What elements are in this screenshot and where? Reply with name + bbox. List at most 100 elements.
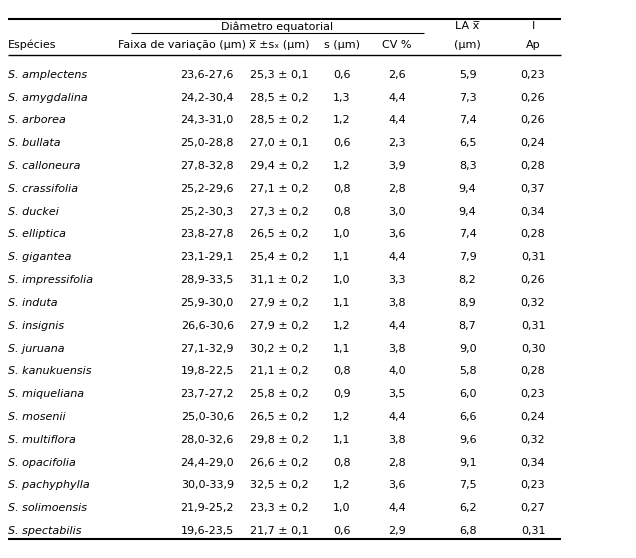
Text: 25,9-30,0: 25,9-30,0 bbox=[181, 298, 234, 308]
Text: 30,2 ± 0,2: 30,2 ± 0,2 bbox=[250, 344, 308, 354]
Text: 7,5: 7,5 bbox=[459, 480, 476, 490]
Text: 25,2-29,6: 25,2-29,6 bbox=[181, 184, 234, 194]
Text: 31,1 ± 0,2: 31,1 ± 0,2 bbox=[250, 275, 308, 285]
Text: S. arborea: S. arborea bbox=[8, 116, 66, 126]
Text: 0,26: 0,26 bbox=[521, 93, 545, 103]
Text: 4,4: 4,4 bbox=[388, 412, 406, 422]
Text: 26,5 ± 0,2: 26,5 ± 0,2 bbox=[250, 229, 308, 239]
Text: 0,32: 0,32 bbox=[521, 298, 545, 308]
Text: 9,0: 9,0 bbox=[459, 344, 476, 354]
Text: 2,8: 2,8 bbox=[388, 184, 406, 194]
Text: 4,4: 4,4 bbox=[388, 93, 406, 103]
Text: Faixa de variação (μm): Faixa de variação (μm) bbox=[118, 40, 246, 50]
Text: 1,1: 1,1 bbox=[333, 435, 350, 445]
Text: 9,4: 9,4 bbox=[459, 206, 476, 217]
Text: 1,1: 1,1 bbox=[333, 344, 350, 354]
Text: 28,9-33,5: 28,9-33,5 bbox=[181, 275, 234, 285]
Text: 0,24: 0,24 bbox=[521, 412, 546, 422]
Text: 1,1: 1,1 bbox=[333, 252, 350, 262]
Text: 23,3 ± 0,2: 23,3 ± 0,2 bbox=[250, 503, 308, 513]
Text: 1,2: 1,2 bbox=[333, 161, 351, 171]
Text: 9,6: 9,6 bbox=[459, 435, 476, 445]
Text: Diâmetro equatorial: Diâmetro equatorial bbox=[221, 21, 333, 32]
Text: (μm): (μm) bbox=[454, 40, 481, 50]
Text: S. multiflora: S. multiflora bbox=[8, 435, 76, 445]
Text: 3,8: 3,8 bbox=[388, 435, 406, 445]
Text: 0,26: 0,26 bbox=[521, 116, 545, 126]
Text: 9,1: 9,1 bbox=[459, 458, 476, 468]
Text: 0,31: 0,31 bbox=[521, 321, 545, 331]
Text: Espécies: Espécies bbox=[8, 40, 56, 50]
Text: s (μm): s (μm) bbox=[324, 40, 360, 50]
Text: S. spectabilis: S. spectabilis bbox=[8, 526, 81, 536]
Text: 6,0: 6,0 bbox=[459, 389, 476, 399]
Text: 0,28: 0,28 bbox=[521, 229, 546, 239]
Text: 0,32: 0,32 bbox=[521, 435, 545, 445]
Text: 0,23: 0,23 bbox=[521, 70, 545, 80]
Text: 3,8: 3,8 bbox=[388, 344, 406, 354]
Text: S. amplectens: S. amplectens bbox=[8, 70, 86, 80]
Text: 6,8: 6,8 bbox=[459, 526, 476, 536]
Text: 27,9 ± 0,2: 27,9 ± 0,2 bbox=[249, 298, 308, 308]
Text: 3,6: 3,6 bbox=[388, 229, 406, 239]
Text: 19,6-23,5: 19,6-23,5 bbox=[181, 526, 234, 536]
Text: 1,0: 1,0 bbox=[333, 229, 350, 239]
Text: 27,0 ± 0,1: 27,0 ± 0,1 bbox=[250, 138, 308, 148]
Text: 28,0-32,6: 28,0-32,6 bbox=[181, 435, 234, 445]
Text: 6,2: 6,2 bbox=[459, 503, 476, 513]
Text: 0,31: 0,31 bbox=[521, 252, 545, 262]
Text: 7,4: 7,4 bbox=[459, 229, 476, 239]
Text: S. pachyphylla: S. pachyphylla bbox=[8, 480, 89, 490]
Text: 7,4: 7,4 bbox=[459, 116, 476, 126]
Text: 0,27: 0,27 bbox=[521, 503, 546, 513]
Text: S. miqueliana: S. miqueliana bbox=[8, 389, 84, 399]
Text: 23,6-27,6: 23,6-27,6 bbox=[181, 70, 234, 80]
Text: 7,9: 7,9 bbox=[459, 252, 476, 262]
Text: x̅ ±sₓ (μm): x̅ ±sₓ (μm) bbox=[249, 40, 309, 50]
Text: 1,2: 1,2 bbox=[333, 412, 351, 422]
Text: 26,6 ± 0,2: 26,6 ± 0,2 bbox=[250, 458, 308, 468]
Text: 1,0: 1,0 bbox=[333, 275, 350, 285]
Text: 0,8: 0,8 bbox=[333, 184, 351, 194]
Text: I: I bbox=[532, 21, 535, 31]
Text: 26,5 ± 0,2: 26,5 ± 0,2 bbox=[250, 412, 308, 422]
Text: S. kanukuensis: S. kanukuensis bbox=[8, 367, 91, 376]
Text: 0,8: 0,8 bbox=[333, 367, 351, 376]
Text: 27,9 ± 0,2: 27,9 ± 0,2 bbox=[249, 321, 308, 331]
Text: 23,7-27,2: 23,7-27,2 bbox=[180, 389, 234, 399]
Text: 2,9: 2,9 bbox=[388, 526, 406, 536]
Text: 28,5 ± 0,2: 28,5 ± 0,2 bbox=[250, 116, 308, 126]
Text: 3,9: 3,9 bbox=[388, 161, 406, 171]
Text: 2,6: 2,6 bbox=[388, 70, 406, 80]
Text: 25,0-28,8: 25,0-28,8 bbox=[181, 138, 234, 148]
Text: 0,23: 0,23 bbox=[521, 389, 545, 399]
Text: 24,3-31,0: 24,3-31,0 bbox=[181, 116, 234, 126]
Text: 3,6: 3,6 bbox=[388, 480, 406, 490]
Text: 0,6: 0,6 bbox=[333, 138, 350, 148]
Text: S. insignis: S. insignis bbox=[8, 321, 64, 331]
Text: 27,1-32,9: 27,1-32,9 bbox=[181, 344, 234, 354]
Text: 0,30: 0,30 bbox=[521, 344, 545, 354]
Text: 26,6-30,6: 26,6-30,6 bbox=[181, 321, 234, 331]
Text: S. elliptica: S. elliptica bbox=[8, 229, 66, 239]
Text: 4,4: 4,4 bbox=[388, 321, 406, 331]
Text: 1,3: 1,3 bbox=[333, 93, 350, 103]
Text: Ap: Ap bbox=[526, 40, 541, 50]
Text: S. induta: S. induta bbox=[8, 298, 57, 308]
Text: 0,28: 0,28 bbox=[521, 161, 546, 171]
Text: 0,6: 0,6 bbox=[333, 526, 350, 536]
Text: 29,4 ± 0,2: 29,4 ± 0,2 bbox=[249, 161, 308, 171]
Text: CV %: CV % bbox=[382, 40, 411, 50]
Text: 25,0-30,6: 25,0-30,6 bbox=[181, 412, 234, 422]
Text: 1,0: 1,0 bbox=[333, 503, 350, 513]
Text: S. crassifolia: S. crassifolia bbox=[8, 184, 78, 194]
Text: S. solimoensis: S. solimoensis bbox=[8, 503, 86, 513]
Text: 21,7 ± 0,1: 21,7 ± 0,1 bbox=[250, 526, 308, 536]
Text: 24,4-29,0: 24,4-29,0 bbox=[180, 458, 234, 468]
Text: 1,2: 1,2 bbox=[333, 480, 351, 490]
Text: 0,31: 0,31 bbox=[521, 526, 545, 536]
Text: 3,0: 3,0 bbox=[388, 206, 406, 217]
Text: 4,4: 4,4 bbox=[388, 116, 406, 126]
Text: 28,5 ± 0,2: 28,5 ± 0,2 bbox=[250, 93, 308, 103]
Text: S. duckei: S. duckei bbox=[8, 206, 59, 217]
